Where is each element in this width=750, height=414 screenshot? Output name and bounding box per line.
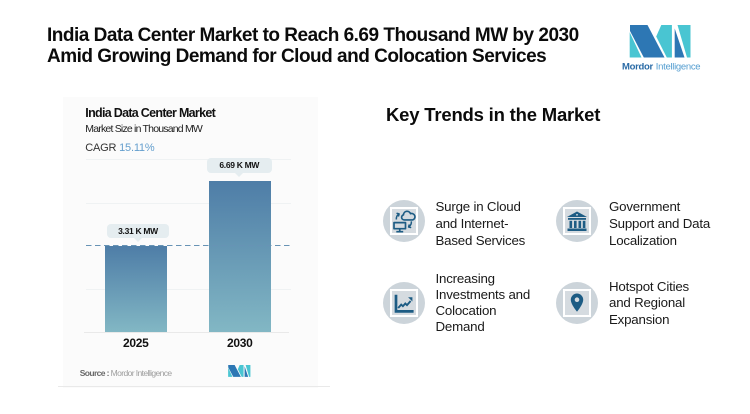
svg-text:Mordor: Mordor bbox=[622, 61, 654, 72]
svg-text:Intelligence: Intelligence bbox=[656, 61, 700, 72]
